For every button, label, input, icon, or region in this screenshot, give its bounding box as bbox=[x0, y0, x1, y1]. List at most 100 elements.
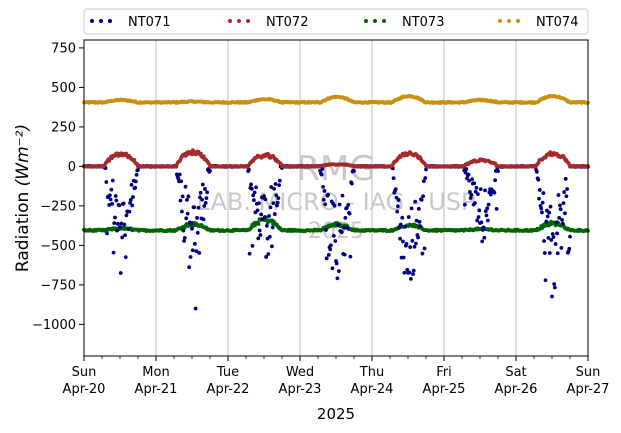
y-axis-label-text: Radiation bbox=[13, 192, 33, 272]
nt071-point bbox=[407, 270, 412, 275]
y-tick-label: −750 bbox=[40, 278, 76, 293]
series-nt072 bbox=[82, 148, 590, 169]
series-nt074 bbox=[82, 93, 590, 105]
nt071-point bbox=[267, 234, 272, 239]
nt071-point bbox=[422, 246, 427, 251]
nt071-point bbox=[273, 182, 278, 186]
nt071-point bbox=[418, 224, 423, 229]
nt071-point bbox=[565, 187, 570, 191]
nt071-point bbox=[180, 194, 185, 199]
x-tick-day: Tue bbox=[216, 365, 239, 380]
nt071-point bbox=[339, 230, 344, 234]
nt071-point bbox=[186, 194, 191, 199]
nt071-point bbox=[114, 198, 119, 203]
nt071-point bbox=[249, 182, 253, 187]
nt071-point bbox=[323, 202, 328, 207]
nt071-point bbox=[320, 167, 325, 171]
nt071-point bbox=[190, 248, 195, 253]
nt071-point bbox=[117, 203, 122, 208]
legend-marker bbox=[507, 19, 511, 23]
nt071-point bbox=[113, 215, 117, 220]
nt071-point bbox=[251, 193, 256, 198]
nt071-point bbox=[257, 228, 262, 233]
nt071-point bbox=[330, 266, 335, 271]
nt071-point bbox=[193, 306, 198, 311]
nt071-point bbox=[462, 202, 467, 207]
nt071-point bbox=[262, 194, 266, 198]
nt071-point bbox=[548, 204, 553, 209]
nt071-point bbox=[412, 244, 417, 249]
nt071-point bbox=[408, 276, 413, 281]
nt071-point bbox=[477, 208, 482, 213]
nt071-point bbox=[110, 178, 115, 183]
nt071-point bbox=[557, 216, 562, 220]
series-nt073 bbox=[82, 215, 590, 234]
nt071-point bbox=[486, 202, 491, 207]
nt071-point bbox=[124, 213, 129, 218]
nt071-point bbox=[486, 218, 490, 223]
nt071-point bbox=[562, 190, 567, 194]
nt071-point bbox=[113, 194, 118, 198]
plot-area bbox=[84, 40, 588, 356]
nt071-point bbox=[472, 181, 477, 186]
nt071-point bbox=[413, 199, 418, 204]
nt071-point bbox=[536, 177, 541, 182]
nt071-point bbox=[205, 190, 210, 195]
nt071-point bbox=[393, 187, 398, 191]
nt071-point bbox=[196, 205, 201, 210]
nt071-point bbox=[111, 250, 116, 255]
nt071-point bbox=[468, 196, 473, 200]
nt071-point bbox=[128, 197, 133, 202]
x-tick-date: Apr-23 bbox=[279, 382, 322, 397]
legend-marker bbox=[99, 19, 103, 23]
nt071-point bbox=[416, 235, 420, 240]
nt071-point bbox=[194, 249, 199, 253]
nt071-point bbox=[110, 201, 114, 206]
nt071-point bbox=[267, 214, 271, 218]
nt071-point bbox=[484, 213, 489, 218]
nt071-point bbox=[423, 176, 428, 180]
x-tick-day: Thu bbox=[359, 365, 384, 380]
watermark-line-1: RMG bbox=[296, 149, 375, 189]
nt071-point bbox=[543, 278, 548, 283]
nt071-point bbox=[352, 169, 356, 173]
nt071-point bbox=[258, 233, 263, 237]
nt071-point bbox=[414, 241, 418, 246]
nt071-point bbox=[540, 200, 545, 205]
nt071-point bbox=[480, 239, 485, 244]
nt071-point bbox=[550, 294, 554, 299]
nt071-point bbox=[492, 190, 497, 195]
nt071-point bbox=[185, 211, 190, 216]
nt071-point bbox=[547, 251, 552, 255]
nt071-point bbox=[197, 251, 202, 255]
nt071-point bbox=[537, 196, 541, 201]
nt071-point bbox=[348, 254, 353, 259]
nt071-point bbox=[545, 214, 550, 219]
nt071-point bbox=[276, 196, 281, 201]
nt071-point bbox=[540, 210, 544, 215]
nt071-point bbox=[406, 215, 411, 219]
nt071-point bbox=[332, 203, 337, 208]
nt071-point bbox=[485, 206, 490, 211]
nt071-point bbox=[247, 251, 252, 256]
nt071-point bbox=[396, 198, 401, 202]
x-tick-date: Apr-24 bbox=[351, 382, 394, 397]
nt071-point bbox=[554, 220, 559, 225]
nt071-point bbox=[544, 219, 549, 224]
nt071-point bbox=[264, 223, 269, 228]
nt071-point bbox=[475, 218, 480, 223]
nt071-point bbox=[336, 269, 341, 274]
nt071-point bbox=[555, 231, 559, 236]
nt071-point bbox=[203, 187, 207, 191]
nt071-point bbox=[319, 172, 324, 177]
nt071-point bbox=[277, 183, 282, 188]
nt071-point bbox=[555, 251, 560, 256]
nt071-point bbox=[550, 232, 555, 236]
nt071-point bbox=[200, 182, 205, 187]
y-axis-label: Radiation (Wm⁻²) bbox=[13, 124, 33, 272]
nt071-point bbox=[203, 201, 208, 205]
nt071-point bbox=[326, 192, 330, 197]
nt071-point bbox=[108, 193, 112, 198]
nt071-point bbox=[182, 235, 187, 240]
nt071-point bbox=[277, 178, 282, 183]
